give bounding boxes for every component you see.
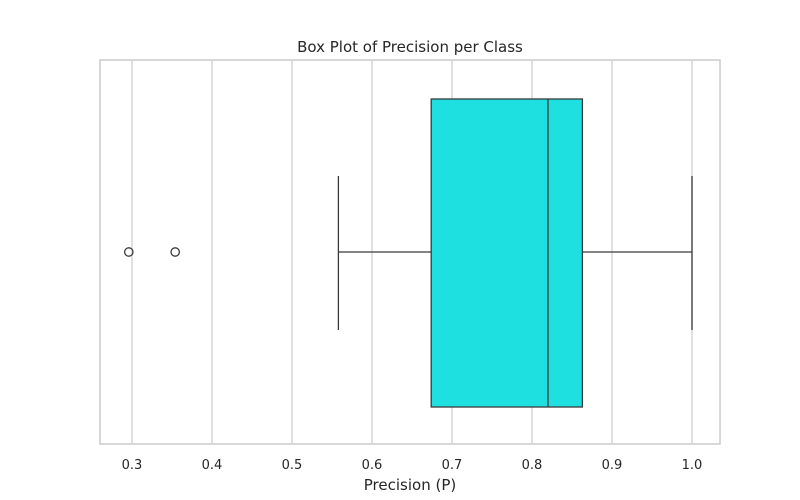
plot-frame [99, 59, 721, 445]
iqr-box [430, 98, 584, 408]
plot-area [123, 98, 693, 408]
x-tick-label: 0.9 [602, 458, 623, 473]
x-tick-label: 0.3 [122, 458, 143, 473]
x-tick-label: 1.0 [682, 458, 703, 473]
x-tick-label: 0.6 [362, 458, 383, 473]
x-axis-label: Precision (P) [364, 476, 456, 494]
x-tick-label: 0.4 [202, 458, 223, 473]
outlier-point [123, 247, 134, 257]
x-tick-label: 0.8 [522, 458, 543, 473]
x-tick-label: 0.7 [442, 458, 463, 473]
outlier-point [170, 247, 181, 257]
chart-title: Box Plot of Precision per Class [297, 38, 523, 56]
x-axis-ticks: 0.3 0.4 0.5 0.6 0.7 0.8 0.9 1.0 [122, 458, 703, 473]
x-tick-label: 0.5 [282, 458, 303, 473]
